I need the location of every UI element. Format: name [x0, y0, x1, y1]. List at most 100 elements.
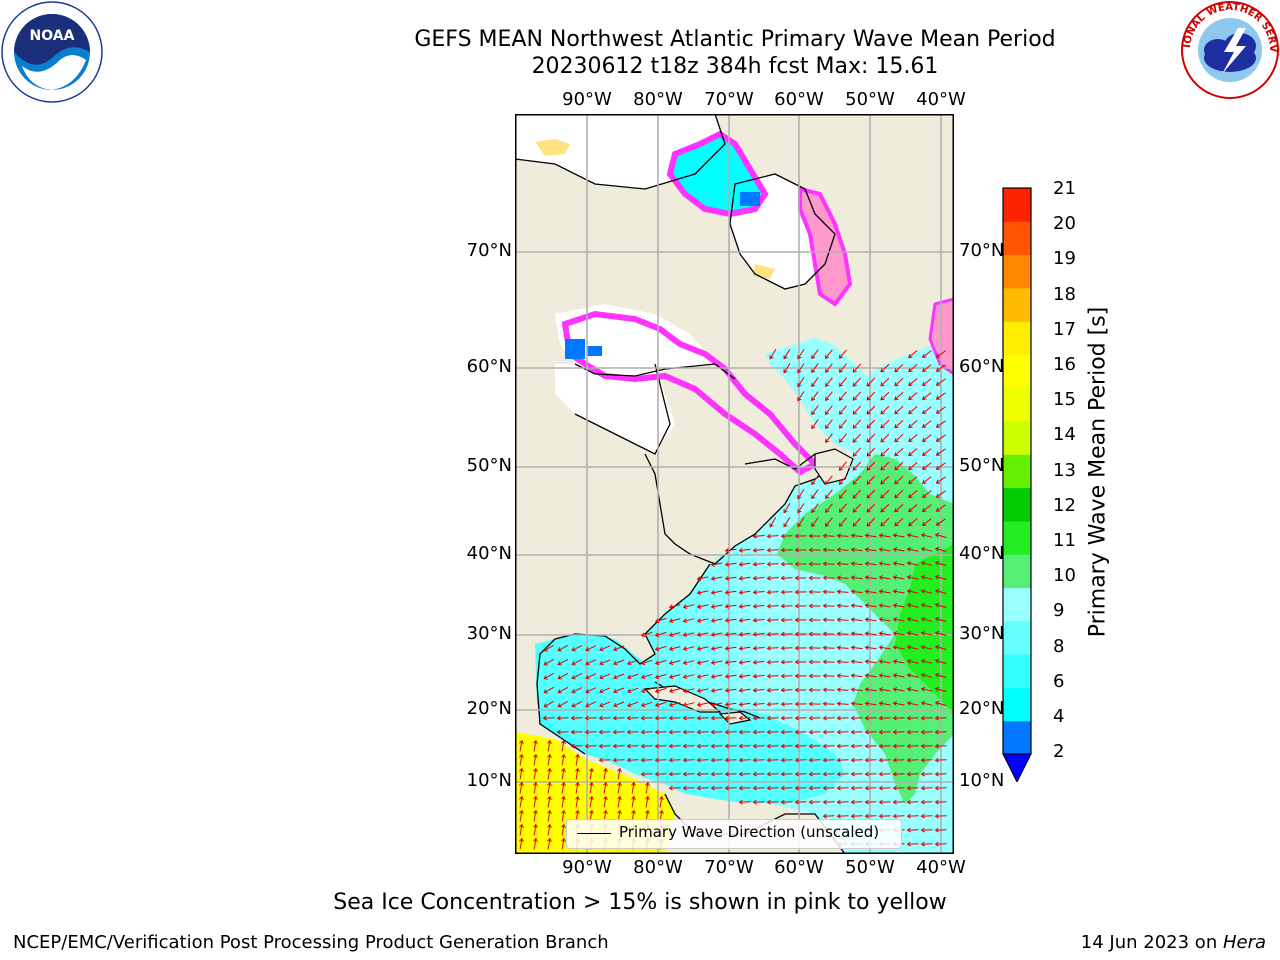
- noaa-logo-text: NOAA: [30, 28, 75, 44]
- wave-arrow: [920, 799, 933, 805]
- footer-date: 14 Jun 2023 on Hera: [1081, 932, 1266, 953]
- wave-arrow: [519, 753, 524, 766]
- wave-arrow: [603, 767, 608, 780]
- wave-arrow: [654, 631, 667, 638]
- wave-arrow: [738, 645, 751, 651]
- wave-arrow: [920, 575, 933, 580]
- wave-arrow: [783, 349, 791, 360]
- wave-arrow: [852, 363, 862, 373]
- wave-arrow: [850, 547, 863, 553]
- wave-arrow: [780, 561, 793, 567]
- wave-arrow: [724, 646, 737, 651]
- wave-arrow: [866, 475, 876, 485]
- wave-arrow: [783, 517, 791, 528]
- wave-arrow: [850, 701, 863, 707]
- wave-arrow: [906, 561, 919, 566]
- wave-arrow: [878, 673, 891, 678]
- wave-arrow: [766, 631, 779, 637]
- wave-arrow: [780, 757, 793, 763]
- wave-arrow: [808, 771, 821, 777]
- wave-arrow: [780, 799, 793, 805]
- wave-arrow: [780, 687, 793, 693]
- wave-arrow: [906, 841, 919, 847]
- wave-arrow: [780, 729, 793, 735]
- wave-arrow: [822, 575, 835, 581]
- wave-arrow: [682, 743, 695, 749]
- lon-label-top-40w: 40°W: [916, 89, 966, 110]
- wave-arrow: [724, 604, 737, 609]
- wave-arrow: [543, 686, 555, 694]
- wave-arrow: [866, 433, 876, 443]
- colorbar-band: [1003, 221, 1031, 256]
- lat-label-right-70n: 70°N: [959, 240, 1005, 261]
- wave-arrow: [935, 378, 946, 386]
- lat-label-left-50n: 50°N: [466, 455, 512, 476]
- wave-arrow: [584, 715, 597, 721]
- wave-arrow: [584, 743, 597, 749]
- wave-arrow: [934, 672, 947, 678]
- wave-arrow: [920, 673, 933, 678]
- wave-arrow: [906, 589, 919, 594]
- wave-arrow: [866, 517, 876, 527]
- wave-arrow: [838, 433, 847, 443]
- wave-arrow: [626, 715, 639, 721]
- wave-arrow: [724, 632, 737, 637]
- footer-credit: NCEP/EMC/Verification Post Processing Pr…: [13, 932, 609, 953]
- wave-arrow: [794, 785, 807, 791]
- wave-arrow: [920, 589, 933, 594]
- colorbar-band: [1003, 687, 1031, 722]
- colorbar-band: [1003, 520, 1031, 555]
- wave-arrow: [668, 688, 681, 694]
- map-panel: Primary Wave Direction (unscaled): [515, 114, 954, 854]
- wave-arrow: [570, 743, 583, 749]
- wave-arrow: [880, 377, 890, 387]
- wave-arrow: [557, 644, 569, 652]
- wave-arrow: [710, 715, 723, 721]
- wave-arrow: [724, 729, 737, 735]
- wave-arrow: [617, 767, 622, 780]
- wave-arrow: [811, 419, 819, 430]
- colorbar-band: [1003, 254, 1031, 289]
- wave-arrow: [783, 363, 791, 374]
- wave-arrow: [880, 391, 890, 401]
- wave-arrow: [864, 785, 877, 791]
- wave-arrow: [894, 405, 904, 415]
- wave-arrow: [838, 517, 847, 527]
- wave-arrow: [561, 767, 566, 780]
- wave-arrow: [822, 799, 835, 805]
- wave-arrow: [906, 547, 919, 552]
- wave-arrow: [920, 687, 933, 692]
- wave-arrow: [864, 771, 877, 777]
- wave-arrow: [822, 813, 835, 819]
- wave-arrow: [752, 799, 765, 805]
- wave-arrow: [710, 618, 723, 623]
- wave-arrow: [808, 701, 821, 707]
- wave-arrow: [836, 603, 849, 609]
- wave-arrow: [519, 837, 524, 850]
- wave-arrow: [598, 715, 611, 721]
- wave-arrow: [752, 533, 765, 539]
- wave-arrow: [894, 377, 904, 387]
- wave-arrow: [724, 590, 737, 595]
- wave-arrow: [519, 795, 524, 808]
- wave-arrow: [825, 377, 833, 388]
- wave-arrow: [921, 476, 932, 484]
- legend-label: Primary Wave Direction (unscaled): [619, 823, 880, 841]
- wave-arrow: [780, 701, 793, 707]
- wave-arrow: [825, 489, 833, 500]
- wave-arrow: [894, 475, 904, 485]
- wave-arrow: [585, 659, 597, 666]
- wave-arrow: [864, 687, 877, 693]
- lat-label-left-10n: 10°N: [466, 770, 512, 791]
- colorbar-band: [1003, 454, 1031, 489]
- wave-arrow: [852, 405, 862, 415]
- lat-label-right-30n: 30°N: [959, 623, 1005, 644]
- wave-arrow: [766, 771, 779, 777]
- wave-arrow: [906, 575, 919, 580]
- wave-arrow: [864, 603, 877, 609]
- wave-arrow: [894, 363, 904, 373]
- wave-arrow: [724, 785, 737, 791]
- wave-arrow: [612, 743, 625, 749]
- wave-arrow: [878, 589, 891, 594]
- wave-arrow: [908, 490, 918, 499]
